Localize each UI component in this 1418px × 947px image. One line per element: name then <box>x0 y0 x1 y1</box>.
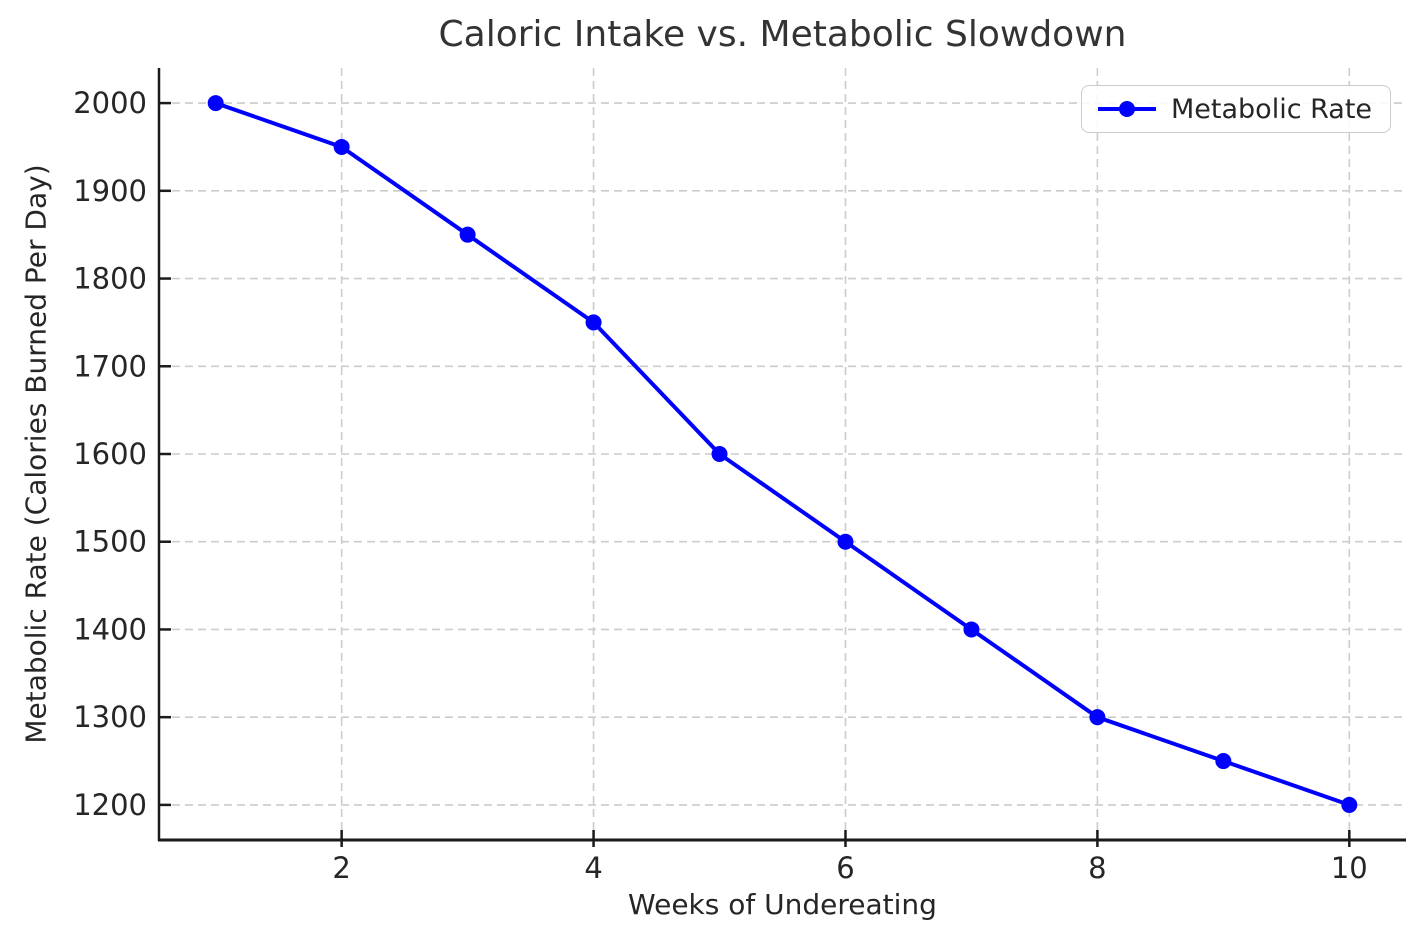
legend: Metabolic Rate <box>1081 85 1392 133</box>
legend-line-marker-icon <box>1098 101 1156 117</box>
data-point-marker <box>333 138 350 155</box>
y-tick-label: 1500 <box>73 525 147 559</box>
y-tick-label: 1700 <box>73 349 147 383</box>
data-point-marker <box>1215 753 1232 770</box>
legend-marker-sample <box>1119 101 1135 117</box>
data-point-marker <box>1089 709 1106 726</box>
x-axis-label: Weeks of Undereating <box>628 888 937 921</box>
data-point-marker <box>1341 796 1358 813</box>
data-point-marker <box>459 226 476 243</box>
y-axis-label: Metabolic Rate (Calories Burned Per Day) <box>19 164 53 744</box>
data-point-marker <box>837 533 854 550</box>
data-point-marker <box>585 314 602 331</box>
y-tick-label: 1900 <box>73 174 147 208</box>
y-tick-label: 1600 <box>73 437 147 471</box>
x-tick-label: 4 <box>584 851 602 885</box>
y-tick-label: 2000 <box>73 86 147 120</box>
x-tick-label: 10 <box>1331 851 1368 885</box>
x-tick-label: 2 <box>332 851 350 885</box>
x-tick-label: 8 <box>1088 851 1106 885</box>
y-tick-label: 1800 <box>73 262 147 296</box>
x-tick-label: 6 <box>836 851 854 885</box>
data-point-marker <box>963 621 980 638</box>
chart-title: Caloric Intake vs. Metabolic Slowdown <box>438 14 1127 55</box>
data-line <box>213 101 1352 807</box>
data-point-marker <box>207 95 224 112</box>
y-tick-label: 1200 <box>73 788 147 822</box>
data-point-marker <box>711 446 728 462</box>
legend-label: Metabolic Rate <box>1171 93 1373 125</box>
y-tick-label: 1400 <box>73 612 147 646</box>
y-tick-label: 1300 <box>73 700 147 734</box>
